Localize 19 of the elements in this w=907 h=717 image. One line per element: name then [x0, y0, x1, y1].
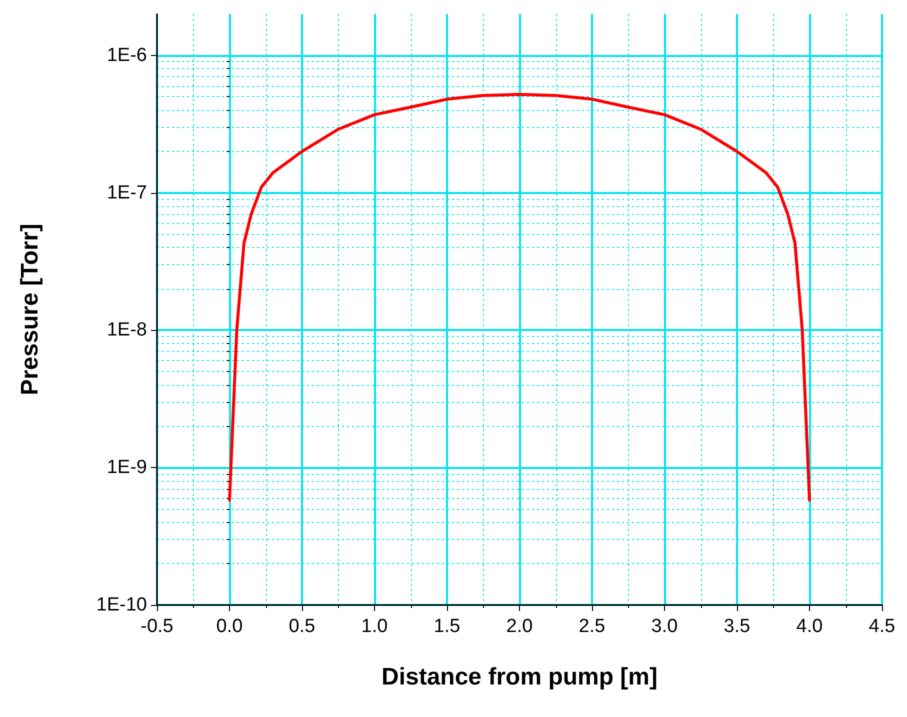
y-tick-label: 1E-7 — [106, 182, 147, 204]
y-axis-title: Pressure [Torr] — [16, 224, 44, 396]
y-tick-label: 1E-10 — [96, 594, 147, 616]
x-tick-label: -0.5 — [140, 616, 174, 637]
x-tick-label: 4.0 — [796, 616, 823, 637]
y-tick-label: 1E-9 — [106, 457, 147, 478]
x-tick-label: 3.0 — [651, 616, 678, 637]
x-tick-label: 0.5 — [288, 616, 316, 637]
line-series — [228, 92, 811, 502]
x-tick-label: 2.0 — [506, 616, 533, 637]
x-tick-label: 1.0 — [361, 616, 388, 637]
y-tick-label: 1E-8 — [106, 320, 147, 341]
y-tick-label: 1E-6 — [106, 44, 147, 66]
x-tick-label: 3.5 — [724, 616, 750, 637]
x-tick-label: 0.0 — [216, 616, 243, 637]
x-axis-title: Distance from pump [m] — [381, 664, 658, 690]
x-tick-label: 1.5 — [434, 616, 460, 637]
x-tick-label: 2.5 — [578, 616, 606, 637]
x-tick-label: 4.5 — [868, 616, 896, 637]
